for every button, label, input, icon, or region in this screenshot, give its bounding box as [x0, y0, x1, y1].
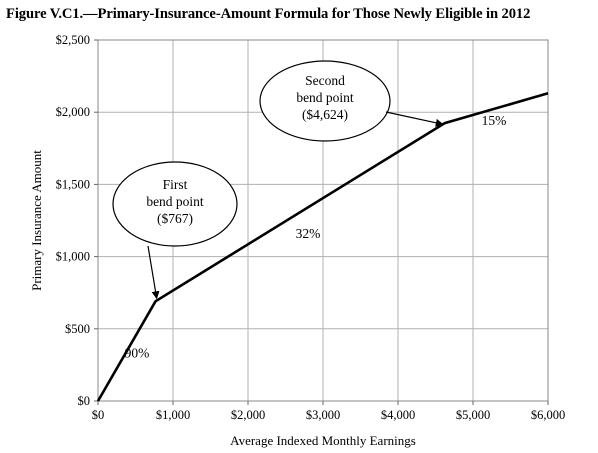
- segment-rate-label: 90%: [125, 346, 150, 361]
- bend-point-label: bend point: [146, 194, 204, 209]
- tick-layer: $0 $1,000 $2,000 $3,000 $4,000 $5,000 $6,000 $0…: [56, 33, 566, 422]
- y-tick-label: $500: [65, 322, 90, 336]
- bend-point-callout: [112, 161, 238, 247]
- bend-point-arrow: [385, 111, 444, 127]
- y-tick-label: $1,000: [56, 250, 90, 264]
- bend-point-label: First: [163, 177, 188, 192]
- annotation-layer: 90% 32% 15% First bend point ($767) Second bend…: [112, 60, 507, 361]
- segment-rate-label: 32%: [296, 226, 321, 241]
- bend-point-label: ($4,624): [302, 107, 348, 122]
- x-tick-label: $1,000: [156, 408, 190, 422]
- bend-point-callout: [259, 60, 391, 142]
- x-tick-label: $3,000: [306, 408, 340, 422]
- y-tick-label: $1,500: [56, 177, 90, 191]
- y-tick-label: $0: [78, 394, 91, 408]
- bend-point-label: Second: [305, 73, 345, 88]
- chart-title: Figure V.C1.—Primary-Insurance-Amount Fo…: [6, 6, 531, 22]
- y-axis-label: Primary Insurance Amount: [29, 150, 44, 291]
- x-tick-label: $2,000: [231, 408, 265, 422]
- segment-rate-label: 15%: [482, 113, 507, 128]
- x-tick-label: $4,000: [381, 408, 415, 422]
- x-tick-label: $0: [92, 408, 105, 422]
- pia-formula-line: [96, 92, 549, 402]
- y-tick-label: $2,500: [56, 33, 90, 47]
- x-tick-label: $6,000: [531, 408, 565, 422]
- bend-point-label: ($767): [157, 211, 193, 226]
- bend-point-label: bend point: [296, 90, 354, 105]
- series-layer: [96, 92, 549, 402]
- x-axis-label: Average Indexed Monthly Earnings: [230, 433, 416, 448]
- x-tick-label: $5,000: [456, 408, 490, 422]
- bend-point-arrow: [147, 245, 160, 300]
- y-tick-label: $2,000: [56, 105, 90, 119]
